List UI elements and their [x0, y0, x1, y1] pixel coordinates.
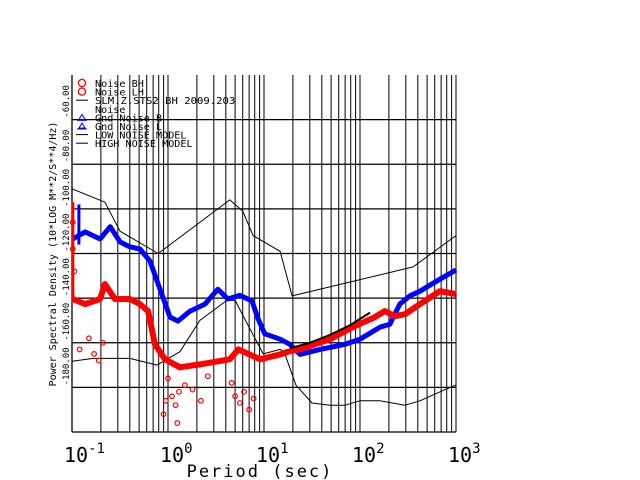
noise-outlier-point: [236, 400, 243, 406]
y-tick-label: -120.00: [62, 214, 72, 252]
legend-label: HIGH NOISE MODEL: [95, 139, 193, 150]
y-tick-label: -140.00: [62, 258, 72, 296]
x-axis-ticks: 10-1 100 101 102 103: [64, 441, 481, 467]
noise-outlier-point: [182, 382, 188, 389]
series-slm-z-sts2-bh: [289, 311, 371, 350]
noise-outlier-point: [250, 395, 257, 402]
legend-triangle-marker: [77, 122, 87, 130]
y-axis-label: Power Spectral Density (10*LOG M**2/S**4…: [48, 122, 59, 387]
noise-outlier-point: [204, 373, 211, 380]
noise-outlier-point: [69, 219, 76, 226]
series-gnd-noise: [71, 224, 458, 357]
x-tick-label: 103: [448, 441, 481, 467]
y-tick-label: -160.00: [62, 303, 72, 341]
noise-outlier-point: [69, 246, 76, 252]
legend-label: Noise: [95, 105, 126, 116]
legend-triangle-marker: [77, 113, 87, 121]
legend-label: SLM.Z.STS2 BH 2009.203: [95, 96, 235, 107]
noise-outlier-point: [91, 351, 98, 357]
noise-outlier-point: [169, 393, 175, 400]
noise-outlier-point: [189, 386, 196, 393]
x-axis-label: Period (sec): [187, 462, 334, 480]
plot-area: [69, 188, 458, 426]
legend-circle-marker: [77, 87, 87, 96]
noise-outlier-point: [241, 388, 247, 395]
noise-outlier-point: [165, 375, 171, 382]
y-tick-label: -100.00: [62, 169, 72, 207]
y-tick-label: -60.00: [62, 85, 72, 118]
x-tick-label: 102: [352, 441, 385, 467]
series-high-noise-model: [71, 188, 457, 297]
noise-outlier-point: [162, 397, 169, 404]
noise-outlier-point: [176, 388, 182, 395]
noise-outlier-point: [160, 411, 167, 418]
noise-outlier-point: [100, 339, 106, 346]
y-axis-ticks: -60.00 -80.00 -100.00 -120.00 -140.00 -160.00…: [62, 85, 72, 385]
y-tick-label: -80.00: [62, 130, 72, 163]
legend-label: Gnd Noise L: [95, 122, 162, 133]
noise-outlier-point: [172, 402, 179, 409]
legend-label: Noise BH: [95, 79, 144, 90]
noise-outlier-point: [95, 357, 102, 364]
series-noise: [71, 281, 457, 371]
noise-outlier-point: [86, 335, 92, 342]
noise-outlier-point: [174, 420, 181, 426]
noise-outlier-point: [197, 397, 204, 404]
noise-outlier-point: [232, 393, 239, 400]
legend-circle-marker: [77, 78, 87, 88]
x-tick-label: 100: [160, 441, 193, 467]
noise-outlier-point: [228, 380, 235, 386]
grid: [71, 75, 457, 433]
noise-outlier-point: [76, 346, 83, 353]
legend-label: LOW NOISE MODEL: [95, 131, 187, 142]
x-tick-label: 10-1: [64, 441, 105, 467]
legend-label: Noise LH: [95, 88, 144, 99]
noise-outlier-point: [71, 268, 78, 275]
legend-label: Gnd Noise B: [95, 113, 162, 124]
x-tick-label: 101: [256, 441, 289, 467]
noise-outlier-point: [246, 406, 253, 413]
y-tick-label: -180.00: [62, 347, 72, 385]
